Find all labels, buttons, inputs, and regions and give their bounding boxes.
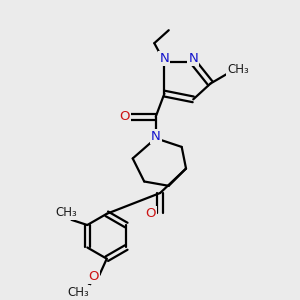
Text: O: O — [120, 110, 130, 123]
Text: CH₃: CH₃ — [56, 206, 77, 219]
Text: O: O — [146, 207, 156, 220]
Text: CH₃: CH₃ — [227, 64, 249, 76]
Text: CH₃: CH₃ — [68, 286, 89, 299]
Text: O: O — [88, 269, 98, 283]
Text: N: N — [160, 52, 169, 65]
Text: N: N — [188, 52, 198, 65]
Text: N: N — [151, 130, 160, 143]
